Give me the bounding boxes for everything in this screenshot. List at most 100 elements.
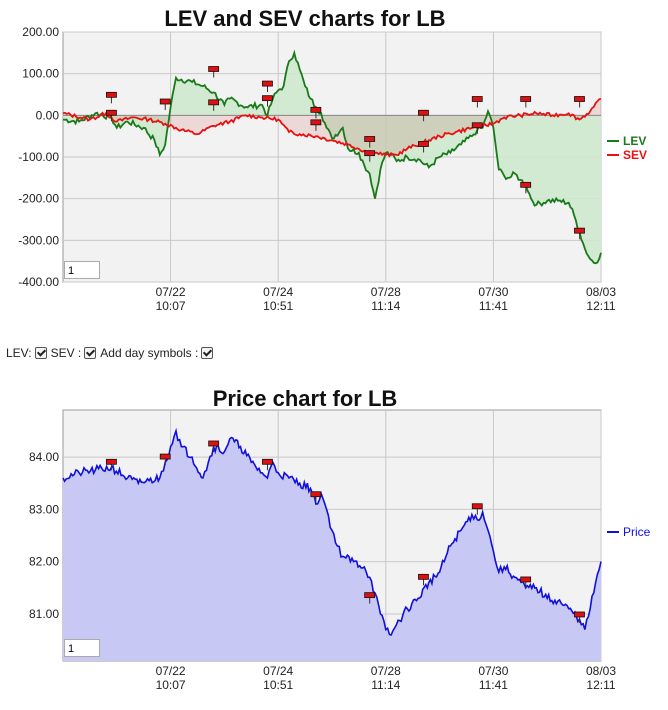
- x-tick-date: 07/30: [478, 664, 508, 678]
- y-tick-label: -100.00: [18, 150, 59, 164]
- day-marker: [159, 98, 171, 110]
- lev-line: [62, 49, 602, 265]
- day-marker: [208, 66, 220, 78]
- day-marker-flag: [310, 119, 322, 126]
- day-marker-flag: [262, 80, 273, 87]
- day-marker: [520, 181, 532, 194]
- day-marker-flag: [208, 440, 220, 447]
- day-marker-flag: [159, 98, 171, 105]
- day-marker-flag: [471, 503, 483, 510]
- sev-checkbox[interactable]: [84, 347, 97, 359]
- x-tick-time: 11:14: [371, 678, 400, 692]
- lev-checkbox[interactable]: [34, 347, 47, 359]
- day-symbols-checkbox[interactable]: [201, 347, 214, 359]
- day-marker: [310, 119, 322, 131]
- day-marker: [310, 106, 322, 119]
- day-marker-flag: [574, 227, 585, 234]
- x-tick-date: 07/28: [371, 664, 401, 678]
- day-marker-flag: [418, 109, 429, 116]
- day-marker: [574, 611, 585, 623]
- y-tick-label: -400.00: [18, 275, 59, 289]
- day-marker: [106, 109, 117, 122]
- lev-sev-zoom-input[interactable]: 1: [64, 261, 100, 279]
- y-tick-label: 81.00: [29, 607, 59, 621]
- day-marker: [471, 503, 483, 515]
- day-marker-flag: [310, 491, 322, 498]
- y-tick-label: 84.00: [29, 450, 59, 464]
- day-marker: [106, 458, 117, 471]
- day-marker: [208, 99, 220, 111]
- day-marker: [310, 491, 322, 503]
- price-chart: Price chart for LB 84.00 83.00 82.00 81.00 0…: [29, 386, 651, 692]
- day-marker: [208, 440, 220, 452]
- day-marker: [574, 96, 585, 108]
- day-marker: [471, 122, 483, 134]
- day-marker: [520, 576, 532, 588]
- day-marker-flag: [520, 181, 532, 188]
- day-symbols-toggle[interactable]: Add day symbols :: [100, 346, 214, 360]
- day-marker-flag: [364, 592, 376, 599]
- x-tick-date: 07/22: [156, 285, 186, 299]
- day-marker-flag: [159, 453, 171, 460]
- day-marker-flag: [418, 141, 429, 147]
- day-marker-flag: [310, 106, 322, 113]
- x-tick-time: 10:07: [156, 678, 186, 692]
- day-marker-flag: [262, 95, 273, 102]
- y-tick-label: -200.00: [18, 192, 59, 206]
- sev-toggle-label: SEV :: [50, 346, 82, 360]
- legend-label-lev: LEV: [623, 134, 646, 148]
- day-marker-flag: [574, 96, 585, 102]
- x-tick-time: 11:41: [479, 678, 508, 692]
- day-marker: [159, 453, 171, 466]
- day-marker-flag: [106, 458, 117, 465]
- day-marker-flag: [106, 109, 117, 116]
- day-marker: [418, 573, 429, 586]
- day-marker-flag: [574, 611, 585, 618]
- price-zoom-input[interactable]: 1: [64, 639, 100, 657]
- lev-area: [63, 52, 601, 264]
- y-tick-label: -300.00: [18, 233, 59, 247]
- day-marker: [262, 80, 273, 93]
- y-tick-label: 200.00: [22, 25, 59, 39]
- x-tick-time: 12:11: [586, 299, 615, 313]
- lev-sev-chart-title: LEV and SEV charts for LB: [164, 6, 445, 31]
- day-marker: [106, 91, 117, 104]
- x-tick-date: 07/30: [478, 285, 508, 299]
- day-marker-flag: [471, 96, 483, 102]
- price-area: [63, 430, 601, 661]
- x-tick-date: 07/24: [263, 285, 293, 299]
- x-tick-date: 08/03: [586, 285, 616, 299]
- sev-area: [63, 98, 601, 157]
- x-tick-time: 11:14: [371, 299, 400, 313]
- day-marker: [262, 458, 273, 471]
- y-tick-label: 82.00: [29, 555, 59, 569]
- lev-toggle[interactable]: LEV:: [6, 346, 47, 360]
- lev-sev-chart: LEV and SEV charts for LB 200.00 100.00 0.…: [18, 6, 647, 313]
- day-marker-flag: [520, 576, 532, 583]
- day-marker-flag: [364, 150, 376, 157]
- day-marker-flag: [208, 99, 220, 106]
- day-marker-flag: [520, 96, 532, 102]
- day-marker-flag: [262, 458, 273, 465]
- day-marker: [418, 109, 429, 122]
- price-line: [62, 427, 602, 636]
- day-symbols-label: Add day symbols :: [100, 346, 199, 360]
- day-marker: [471, 96, 483, 108]
- day-marker: [520, 96, 532, 108]
- lev-toggle-label: LEV:: [6, 346, 32, 360]
- y-tick-label: 83.00: [29, 502, 59, 516]
- y-tick-label: 0.00: [36, 108, 60, 122]
- x-tick-time: 11:41: [479, 299, 508, 313]
- x-tick-date: 07/24: [263, 664, 293, 678]
- price-legend: Price: [607, 525, 651, 539]
- day-marker-flag: [106, 91, 117, 98]
- sev-toggle[interactable]: SEV :: [51, 346, 97, 360]
- x-tick-date: 07/28: [371, 285, 401, 299]
- x-tick-time: 10:07: [156, 299, 186, 313]
- y-tick-label: 100.00: [22, 67, 59, 81]
- price-chart-title: Price chart for LB: [213, 386, 398, 411]
- day-marker: [262, 95, 273, 107]
- day-marker: [574, 227, 585, 240]
- day-marker: [364, 136, 376, 148]
